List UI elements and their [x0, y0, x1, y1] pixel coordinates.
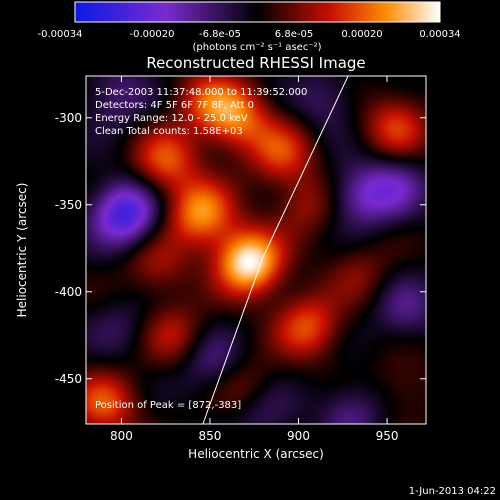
y-axis: -300 -350 -400 -450 [55, 111, 426, 386]
y-tick-label: -450 [55, 372, 82, 386]
x-axis-label: Heliocentric X (arcsec) [188, 447, 324, 461]
info-clean-counts: Clean Total counts: 1.58E+03 [95, 126, 243, 137]
x-tick-label: 950 [376, 429, 399, 443]
info-detectors: Detectors: 4F 5F 6F 7F 8F, Att 0 [95, 100, 254, 111]
solar-limb-line [202, 76, 349, 424]
y-axis-label: Heliocentric Y (arcsec) [15, 183, 29, 318]
colorbar-tick-label: -0.00034 [38, 29, 83, 40]
colorbar-gradient [74, 1, 441, 23]
colorbar-tick-label: -0.00020 [130, 29, 175, 40]
y-tick-label: -300 [55, 111, 82, 125]
colorbar-tick-label: 0.00020 [341, 29, 382, 40]
colorbar-tick-label: 0.00034 [419, 29, 460, 40]
colorbar-tick-label: 6.8e-05 [275, 29, 313, 40]
x-tick-label: 900 [287, 429, 310, 443]
x-axis: 800 850 900 950 [110, 76, 399, 443]
plot-area [86, 76, 426, 424]
heatmap-image [86, 76, 426, 424]
x-tick-label: 850 [199, 429, 222, 443]
colorbar-tick-label: -6.8e-05 [199, 29, 241, 40]
plot-frame [85, 75, 427, 425]
colorbar-unit-label: (photons cm⁻² s⁻¹ asec⁻²) [192, 42, 321, 53]
peak-position-label: Position of Peak = [872,-383] [95, 400, 241, 411]
y-tick-label: -350 [55, 198, 82, 212]
y-tick-label: -400 [55, 285, 82, 299]
colorbar: -0.00034 -0.00020 -6.8e-05 6.8e-05 0.000… [38, 1, 461, 53]
info-energy-range: Energy Range: 12.0 - 25.0 keV [95, 113, 248, 124]
x-tick-label: 800 [110, 429, 133, 443]
info-time-range: 5-Dec-2003 11:37:48.000 to 11:39:52.000 [95, 87, 307, 98]
chart-title: Reconstructed RHESSI Image [146, 54, 365, 72]
info-block: 5-Dec-2003 11:37:48.000 to 11:39:52.000 … [95, 87, 307, 137]
footer-date: 1-Jun-2013 04:22 [409, 486, 496, 497]
